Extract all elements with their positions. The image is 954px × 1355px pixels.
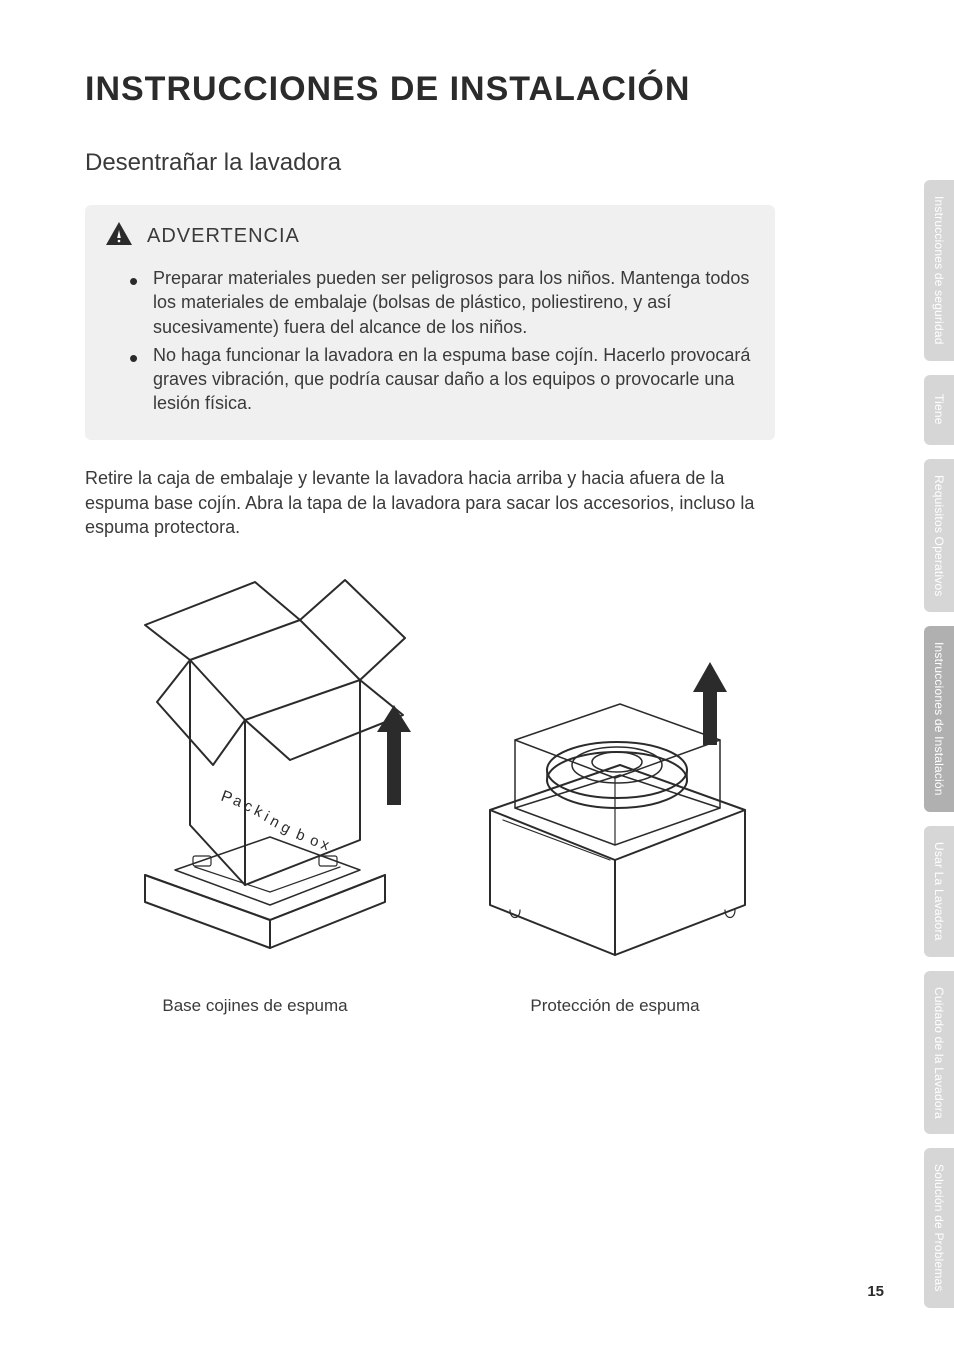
section-heading: Desentrañar la lavadora: [85, 149, 775, 177]
figure-right: Protección de espuma: [455, 570, 775, 1016]
tab-safety-instructions[interactable]: Instrucciones de seguridad: [924, 180, 954, 361]
svg-text:b: b: [294, 826, 308, 845]
foam-protection-illustration: [455, 570, 775, 990]
page-content: INSTRUCCIONES DE INSTALACIÓN Desentrañar…: [0, 0, 860, 1076]
body-paragraph: Retire la caja de embalaje y levante la …: [85, 466, 775, 540]
figure-caption-left: Base cojines de espuma: [162, 996, 347, 1016]
warning-item: No haga funcionar la lavadora en la espu…: [129, 343, 755, 416]
svg-text:g: g: [278, 819, 294, 838]
figure-caption-right: Protección de espuma: [530, 996, 699, 1016]
tab-troubleshooting[interactable]: Solución de Problemas: [924, 1148, 954, 1308]
tab-installation-instructions[interactable]: Instrucciones de Instalación: [924, 626, 954, 812]
warning-box: ADVERTENCIA Preparar materiales pueden s…: [85, 205, 775, 440]
warning-list: Preparar materiales pueden ser peligroso…: [105, 266, 755, 416]
tab-care-washer[interactable]: Cuidado de la Lavadora: [924, 971, 954, 1135]
tab-operational-requirements[interactable]: Requisitos Operativos: [924, 459, 954, 613]
packing-box-illustration: P a c k i n g b o x: [85, 570, 425, 990]
tab-use-washer[interactable]: Usar La Lavadora: [924, 826, 954, 957]
side-tabs: Instrucciones de seguridad Tiene Requisi…: [924, 180, 954, 1308]
figures-row: P a c k i n g b o x Base cojines de espu…: [85, 570, 775, 1016]
warning-icon: [105, 221, 133, 252]
tab-contents[interactable]: Tiene: [924, 375, 954, 445]
warning-header: ADVERTENCIA: [105, 221, 755, 252]
page-title: INSTRUCCIONES DE INSTALACIÓN: [85, 70, 775, 109]
figure-left: P a c k i n g b o x Base cojines de espu…: [85, 570, 425, 1016]
warning-title: ADVERTENCIA: [147, 225, 300, 248]
warning-item: Preparar materiales pueden ser peligroso…: [129, 266, 755, 339]
page-number: 15: [867, 1283, 884, 1300]
